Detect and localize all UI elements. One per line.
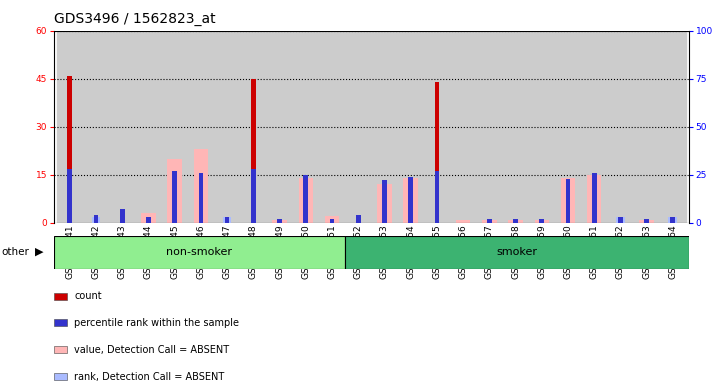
Bar bbox=[534, 220, 549, 223]
Bar bbox=[482, 220, 497, 223]
Bar bbox=[83, 31, 109, 223]
Bar bbox=[94, 215, 98, 223]
Bar bbox=[187, 31, 214, 223]
Bar bbox=[561, 178, 575, 223]
Bar bbox=[267, 31, 293, 223]
Bar bbox=[345, 236, 689, 269]
Bar bbox=[668, 217, 677, 223]
Bar bbox=[508, 220, 523, 223]
Bar bbox=[172, 171, 177, 223]
Bar bbox=[324, 216, 339, 223]
Text: percentile rank within the sample: percentile rank within the sample bbox=[74, 318, 239, 328]
Text: other: other bbox=[1, 247, 30, 257]
Bar bbox=[382, 180, 386, 223]
Bar bbox=[660, 31, 686, 223]
Text: smoker: smoker bbox=[496, 247, 537, 258]
Text: non-smoker: non-smoker bbox=[167, 247, 232, 258]
Bar bbox=[539, 219, 544, 223]
Text: value, Detection Call = ABSENT: value, Detection Call = ABSENT bbox=[74, 345, 229, 355]
Text: count: count bbox=[74, 291, 102, 301]
Bar bbox=[671, 217, 675, 223]
Bar bbox=[450, 31, 476, 223]
Bar bbox=[167, 159, 182, 223]
Bar bbox=[223, 217, 231, 223]
Bar bbox=[240, 31, 267, 223]
Bar bbox=[616, 217, 624, 223]
Bar bbox=[198, 173, 203, 223]
Bar bbox=[329, 219, 335, 223]
Bar bbox=[251, 79, 256, 223]
Bar bbox=[555, 31, 581, 223]
Bar bbox=[640, 220, 654, 223]
Bar bbox=[92, 217, 100, 223]
Bar bbox=[146, 217, 151, 223]
Bar bbox=[273, 220, 287, 223]
Bar bbox=[435, 82, 439, 223]
Bar bbox=[377, 184, 392, 223]
Bar bbox=[141, 213, 156, 223]
Bar bbox=[565, 179, 570, 223]
Bar bbox=[645, 219, 649, 223]
Bar bbox=[435, 171, 439, 223]
Bar bbox=[120, 209, 125, 223]
Bar bbox=[194, 149, 208, 223]
Bar bbox=[503, 31, 528, 223]
Bar bbox=[136, 31, 162, 223]
Bar bbox=[634, 31, 660, 223]
Bar bbox=[293, 31, 319, 223]
Bar bbox=[513, 219, 518, 223]
Bar bbox=[356, 215, 360, 223]
Bar bbox=[57, 31, 83, 223]
Bar bbox=[162, 31, 187, 223]
Bar bbox=[424, 31, 450, 223]
Bar bbox=[487, 219, 492, 223]
Bar bbox=[214, 31, 240, 223]
Bar bbox=[304, 175, 308, 223]
Bar bbox=[528, 31, 555, 223]
Bar bbox=[54, 236, 345, 269]
Bar bbox=[456, 220, 470, 223]
Bar bbox=[225, 217, 229, 223]
Bar bbox=[587, 175, 601, 223]
Bar bbox=[68, 169, 72, 223]
Bar bbox=[251, 169, 256, 223]
Bar bbox=[476, 31, 503, 223]
Bar bbox=[109, 31, 136, 223]
Text: GDS3496 / 1562823_at: GDS3496 / 1562823_at bbox=[54, 12, 216, 25]
Bar bbox=[607, 31, 634, 223]
Bar bbox=[68, 76, 72, 223]
Text: rank, Detection Call = ABSENT: rank, Detection Call = ABSENT bbox=[74, 372, 224, 382]
Bar bbox=[345, 31, 371, 223]
Bar bbox=[277, 219, 282, 223]
Bar bbox=[592, 173, 596, 223]
Bar bbox=[319, 31, 345, 223]
Bar bbox=[618, 217, 623, 223]
Bar bbox=[408, 177, 413, 223]
Bar bbox=[397, 31, 424, 223]
Bar bbox=[581, 31, 607, 223]
Bar bbox=[404, 178, 418, 223]
Bar bbox=[298, 178, 313, 223]
Text: ▶: ▶ bbox=[35, 247, 43, 257]
Bar bbox=[371, 31, 397, 223]
